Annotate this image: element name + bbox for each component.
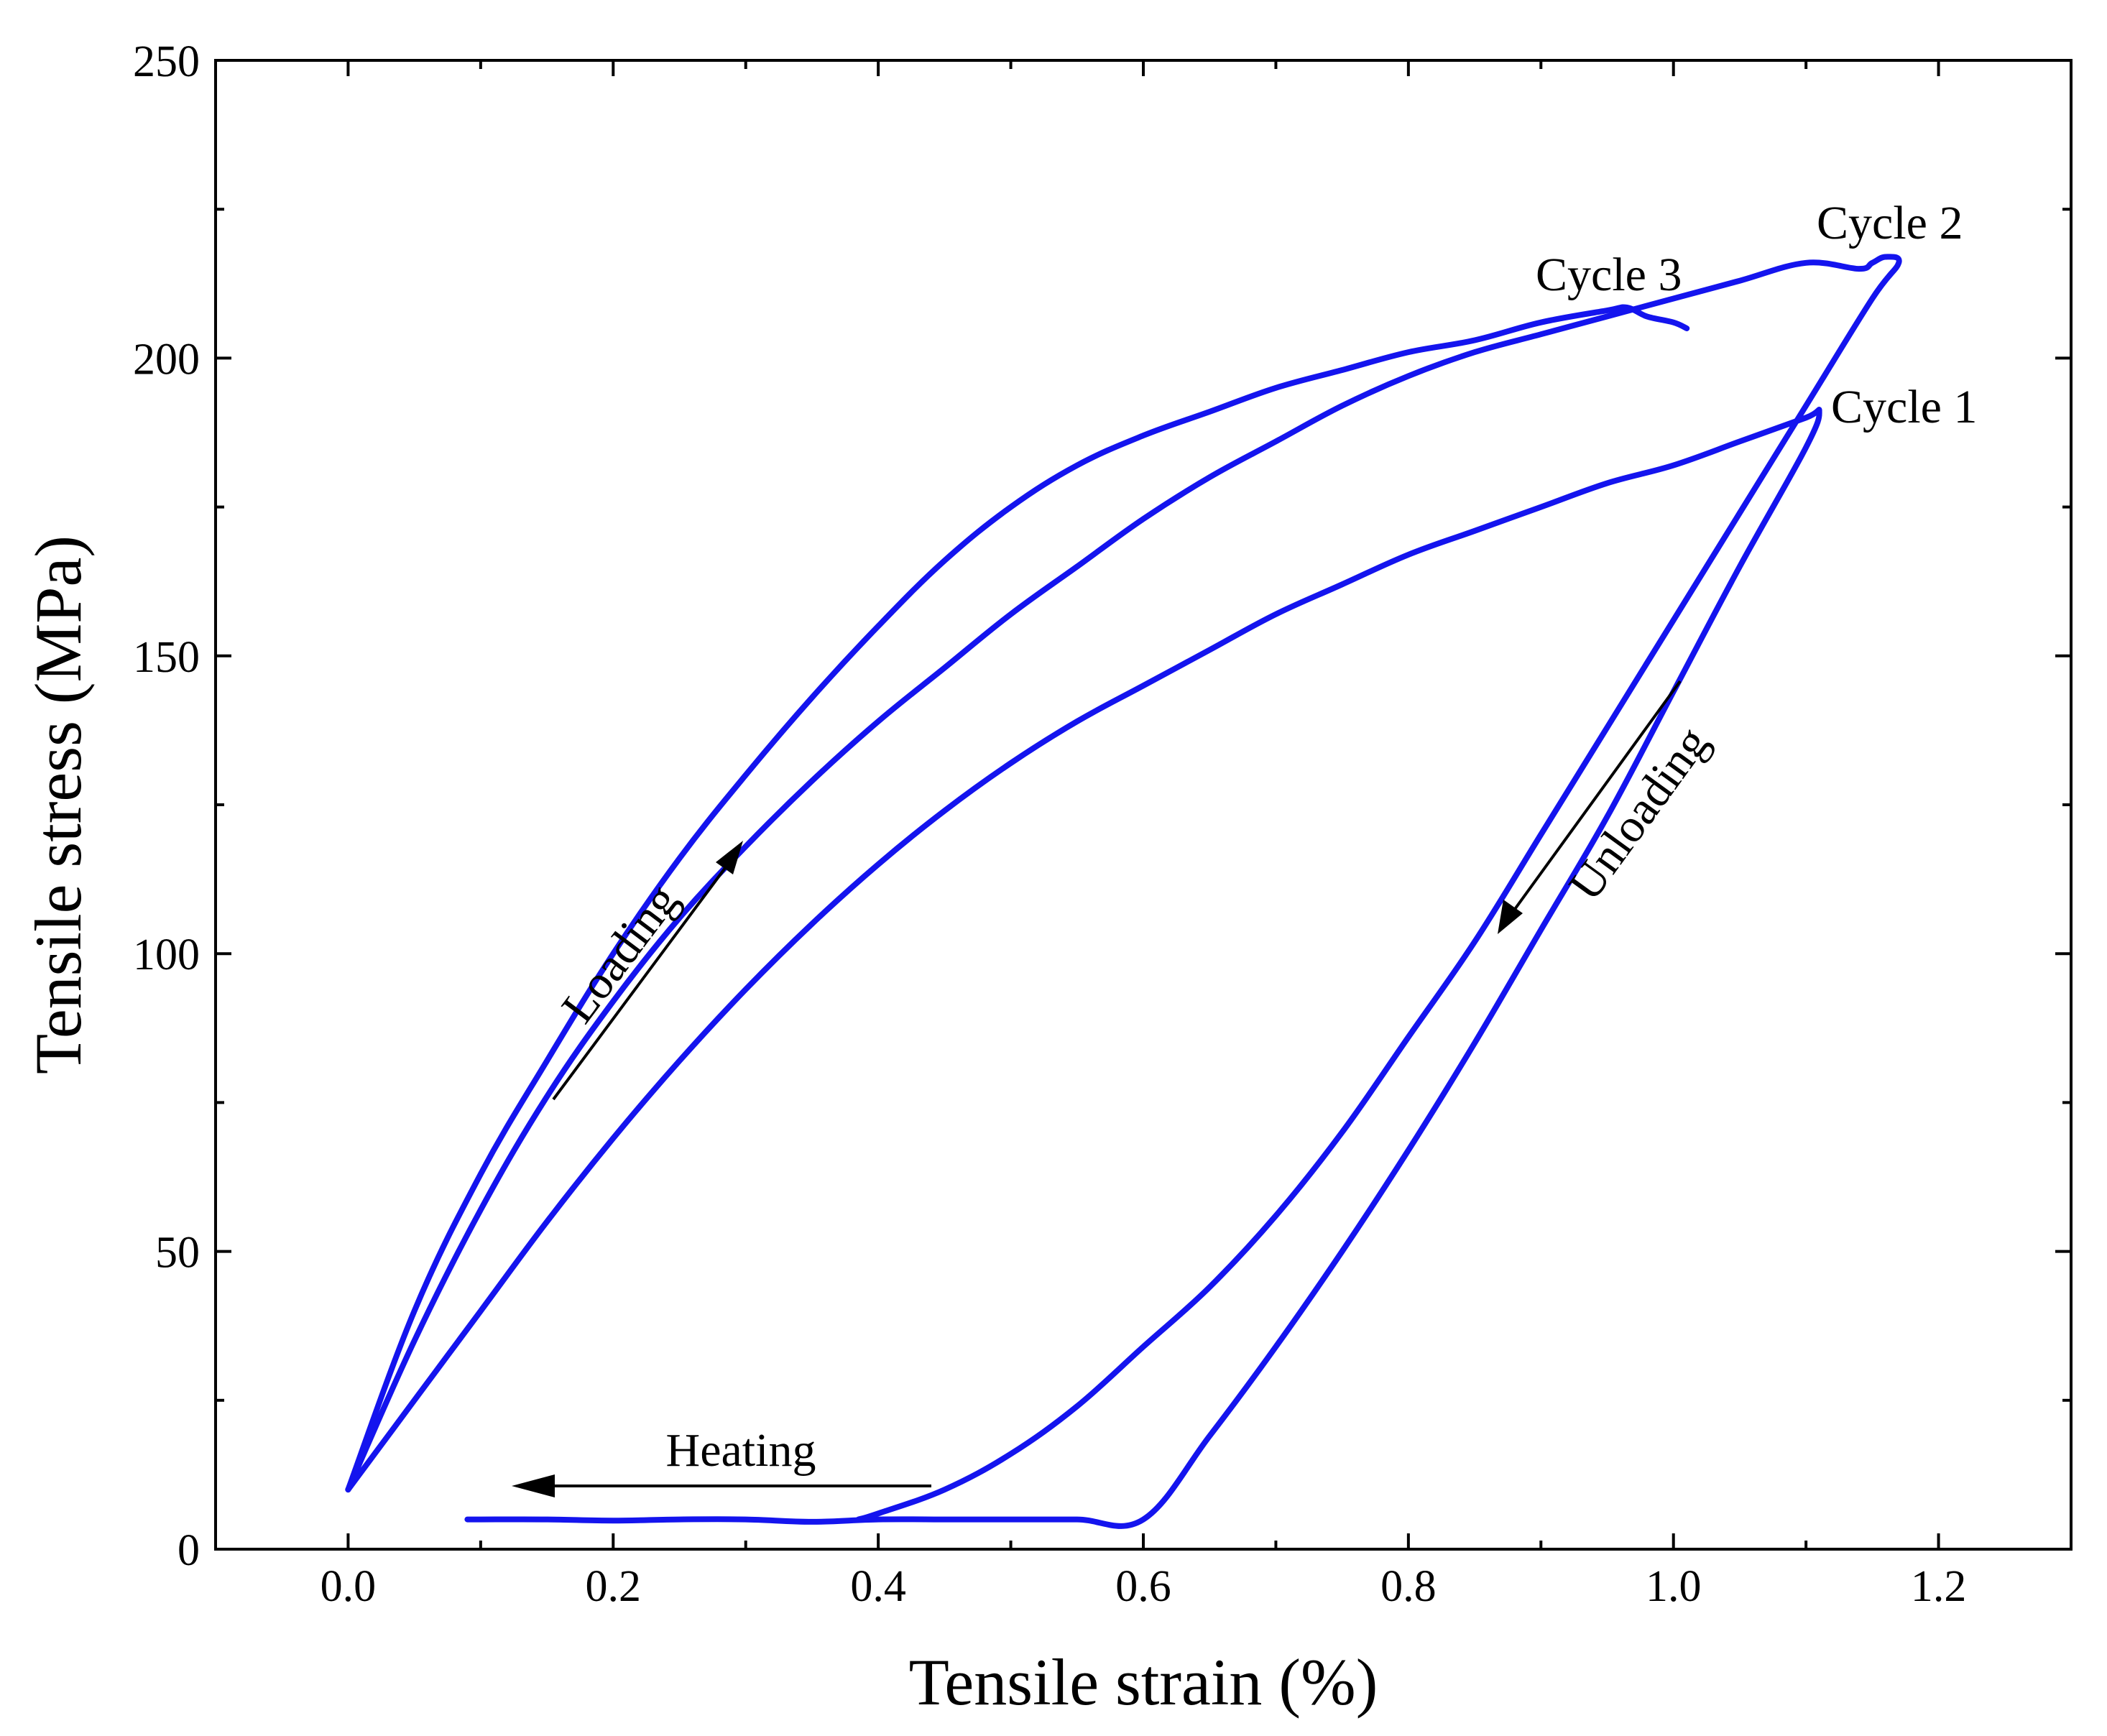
plot-frame	[214, 59, 2073, 1551]
x-tick-label: 1.0	[1646, 1562, 1702, 1611]
y-tick-label: 200	[133, 335, 200, 384]
x-tick-label: 0.6	[1115, 1562, 1171, 1611]
x-axis-title: Tensile strain (%)	[909, 1645, 1378, 1719]
series-layer	[345, 254, 1902, 1529]
cycle-2-label: Cycle 2	[1817, 197, 1963, 249]
x-axis-ticks: 0.0 0.2 0.4 0.6 0.8 1.0 1.2	[214, 60, 2073, 1611]
unloading-arrow	[1512, 680, 1682, 913]
cycle-2-curve	[345, 254, 1902, 1523]
x-tick-label: 0.8	[1380, 1562, 1437, 1611]
x-tick-label: 0.4	[850, 1562, 906, 1611]
y-tick-label: 250	[133, 37, 200, 86]
x-tick-label: 1.2	[1911, 1562, 1967, 1611]
cycle-1-label: Cycle 1	[1831, 381, 1977, 433]
cycle-3-label: Cycle 3	[1536, 249, 1682, 301]
cycle-3-curve	[345, 304, 1690, 1493]
loading-arrow-head	[716, 841, 743, 874]
y-tick-label: 150	[133, 633, 200, 682]
y-axis-ticks: 0 50 100 150 200 250	[133, 37, 2071, 1575]
loading-arrow	[552, 864, 729, 1101]
heating-arrow-head	[512, 1474, 555, 1497]
x-tick-label: 0.0	[321, 1562, 377, 1611]
x-tick-label: 0.2	[586, 1562, 642, 1611]
unloading-arrow-head	[1498, 900, 1523, 934]
y-axis-title: Tensile stress (MPa)	[22, 535, 95, 1074]
cycle-1-curve	[345, 407, 1822, 1529]
heating-label: Heating	[666, 1424, 816, 1477]
y-tick-label: 100	[133, 931, 200, 979]
y-tick-label: 50	[155, 1229, 200, 1278]
y-tick-label: 0	[177, 1526, 200, 1575]
